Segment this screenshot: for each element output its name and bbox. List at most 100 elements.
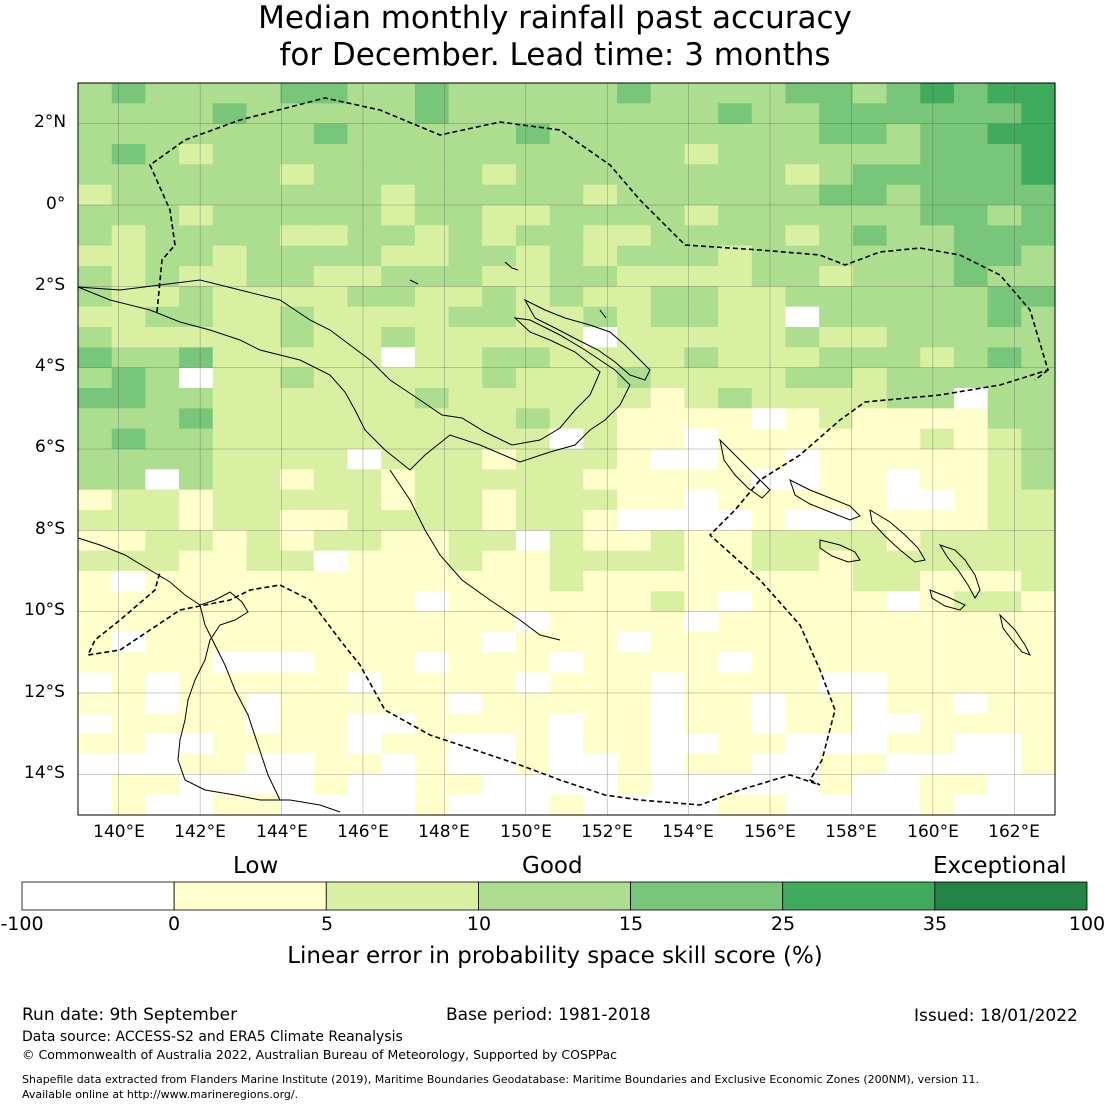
grid-cell <box>583 184 618 206</box>
grid-cell <box>111 632 146 653</box>
grid-cell <box>1021 571 1056 592</box>
grid-cell <box>886 550 921 572</box>
grid-cell <box>617 449 652 470</box>
grid-cell <box>987 693 1022 714</box>
grid-cell <box>1021 184 1056 206</box>
grid-cell <box>313 550 349 572</box>
grid-cell <box>78 469 113 491</box>
grid-cell <box>78 83 113 104</box>
grid-cell <box>617 286 652 308</box>
grid-cell <box>617 489 652 511</box>
grid-cell <box>313 794 349 816</box>
grid-cell <box>414 672 450 694</box>
grid-cell <box>179 184 214 206</box>
grid-cell <box>179 367 214 389</box>
grid-cell <box>718 611 753 633</box>
grid-cell <box>953 245 989 267</box>
grid-cell <box>515 286 551 308</box>
grid-cell <box>650 123 686 145</box>
grid-cell <box>920 327 955 348</box>
grid-cell <box>617 632 652 653</box>
grid-cell <box>280 713 315 735</box>
grid-cell <box>549 611 584 633</box>
grid-cell <box>987 530 1022 552</box>
grid-cell <box>246 83 281 104</box>
lat-tick-4s: 4°S <box>35 356 66 376</box>
grid-cell <box>381 123 416 145</box>
grid-cell <box>684 774 719 796</box>
grid-cell <box>381 693 416 714</box>
grid-cell <box>313 591 349 613</box>
grid-cell <box>718 693 753 714</box>
grid-cell <box>448 286 483 308</box>
grid-cell <box>448 469 483 491</box>
grid-cell <box>414 327 450 348</box>
grid-cell <box>920 632 955 653</box>
grid-cell <box>987 794 1022 816</box>
grid-cell <box>448 123 483 145</box>
grid-cell <box>852 571 888 592</box>
grid-cell <box>617 388 652 409</box>
grid-cell <box>583 408 618 430</box>
grid-cell <box>515 652 551 674</box>
grid-cell <box>583 754 618 775</box>
grid-cell <box>78 184 113 206</box>
grid-cell <box>886 306 921 328</box>
grid-cell <box>515 205 551 226</box>
grid-cell <box>111 164 146 186</box>
grid-cell <box>280 408 315 430</box>
grid-cell <box>617 144 652 165</box>
grid-cell <box>987 591 1022 613</box>
grid-cell <box>448 205 483 226</box>
grid-cell <box>212 327 248 348</box>
grid-cell <box>347 266 382 287</box>
lat-tick-8s: 8°S <box>35 519 66 539</box>
grid-cell <box>111 449 146 470</box>
grid-cell <box>583 347 618 369</box>
grid-cell <box>1021 266 1056 287</box>
grid-cell <box>650 286 686 308</box>
grid-cell <box>549 591 584 613</box>
grid-cell <box>718 794 753 816</box>
grid-cell <box>886 245 921 267</box>
grid-cell <box>78 205 113 226</box>
grid-cell <box>414 388 450 409</box>
grid-cell <box>920 550 955 572</box>
grid-cell <box>953 693 989 714</box>
grid-cell <box>145 103 180 125</box>
grid-cell <box>313 632 349 653</box>
grid-cell <box>179 611 214 633</box>
grid-cell <box>515 754 551 775</box>
grid-cell <box>145 388 180 409</box>
grid-cell <box>246 611 281 633</box>
grid-cell <box>987 469 1022 491</box>
grid-cell <box>785 184 820 206</box>
grid-cell <box>617 327 652 348</box>
grid-cell <box>819 327 854 348</box>
grid-cell <box>684 266 719 287</box>
grid-cell <box>212 103 248 125</box>
grid-cell <box>819 144 854 165</box>
grid-cell <box>953 184 989 206</box>
grid-cell <box>179 266 214 287</box>
grid-cell <box>684 449 719 470</box>
grid-cell <box>414 794 450 816</box>
grid-cell <box>684 164 719 186</box>
grid-cell <box>280 388 315 409</box>
grid-cell <box>145 571 180 592</box>
grid-cell <box>280 286 315 308</box>
footer-shapefile-2: Available online at http://www.marinereg… <box>22 1088 299 1101</box>
grid-cell <box>482 713 517 735</box>
grid-cell <box>617 571 652 592</box>
grid-cell <box>650 672 686 694</box>
grid-cell <box>280 184 315 206</box>
grid-cell <box>246 632 281 653</box>
grid-cell <box>347 347 382 369</box>
grid-cell <box>347 144 382 165</box>
grid-cell <box>280 164 315 186</box>
grid-cell <box>920 733 955 755</box>
grid-cell <box>111 774 146 796</box>
grid-cell <box>953 469 989 491</box>
grid-cell <box>617 550 652 572</box>
